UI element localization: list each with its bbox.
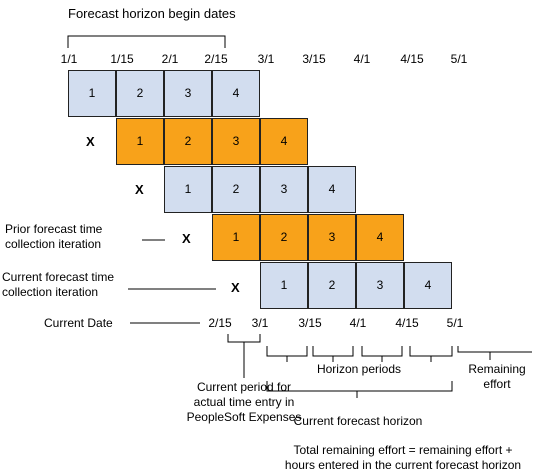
begin-dates-bracket: [67, 35, 226, 48]
top-date-label: 2/15: [204, 52, 228, 66]
current-date-label: Current Date: [44, 316, 113, 330]
top-date-label: 1/15: [110, 52, 134, 66]
period-cell: 4: [356, 214, 404, 261]
horizon-period-bracket-2: [312, 346, 354, 357]
period-cell: 1: [164, 166, 212, 213]
current-date-value: 5/1: [446, 316, 464, 330]
prior-forecast-label-line1: Prior forecast time: [5, 222, 103, 236]
current-date-value: 4/1: [349, 316, 367, 330]
period-cell: 4: [308, 166, 356, 213]
period-cell: 3: [260, 166, 308, 213]
begin-dates-title: Forecast horizon begin dates: [68, 6, 236, 21]
period-cell: 2: [116, 70, 164, 117]
period-cell: 4: [212, 70, 260, 117]
period-cell: 1: [68, 70, 116, 117]
top-date-label: 4/1: [353, 52, 371, 66]
horizon-period-bracket-1: [266, 346, 308, 357]
period-cell: 1: [260, 262, 308, 309]
remaining-effort-bracket: [457, 346, 532, 353]
current-forecast-label-line1: Current forecast time: [2, 270, 115, 284]
top-date-label: 3/15: [302, 52, 326, 66]
total-remaining-note-line2: hours entered in the current forecast ho…: [284, 458, 522, 472]
remaining-effort-line2: effort: [483, 377, 511, 391]
top-date-label: 1/1: [60, 52, 78, 66]
x-marker: X: [231, 280, 240, 295]
period-cell: 2: [212, 166, 260, 213]
period-cell: 3: [164, 70, 212, 117]
period-cell: 3: [308, 214, 356, 261]
current-forecast-horizon-label: Current forecast horizon: [293, 414, 423, 428]
remaining-effort-line1: Remaining: [468, 362, 526, 376]
period-cell: 2: [260, 214, 308, 261]
period-cell: 2: [308, 262, 356, 309]
period-cell: 4: [260, 118, 308, 165]
current-period-note-line2: actual time entry in: [193, 395, 295, 409]
current-forecast-label-line2: collection iteration: [2, 285, 99, 299]
top-date-label: 2/1: [161, 52, 179, 66]
x-marker: X: [182, 231, 191, 246]
top-date-label: 3/1: [257, 52, 275, 66]
horizon-period-bracket-3: [361, 346, 403, 357]
current-date-value: 4/15: [395, 316, 419, 330]
total-remaining-note-line1: Total remaining effort = remaining effor…: [293, 443, 513, 457]
current-period-bracket: [227, 334, 261, 343]
top-date-label: 4/15: [400, 52, 424, 66]
horizon-period-bracket-4: [409, 346, 453, 357]
period-cell: 1: [116, 118, 164, 165]
current-date-value: 2/15: [208, 316, 232, 330]
period-cell: 4: [404, 262, 452, 309]
prior-forecast-label-line2: collection iteration: [5, 237, 102, 251]
top-date-label: 5/1: [450, 52, 468, 66]
period-cell: 3: [212, 118, 260, 165]
current-date-value: 3/1: [251, 316, 269, 330]
period-cell: 1: [212, 214, 260, 261]
current-period-note-line1: Current period for: [196, 380, 292, 394]
current-period-note-line3: PeopleSoft Expenses: [186, 410, 302, 424]
period-cell: 2: [164, 118, 212, 165]
x-marker: X: [86, 134, 95, 149]
current-forecast-horizon-bracket: [266, 381, 453, 392]
x-marker: X: [135, 182, 144, 197]
horizon-periods-label: Horizon periods: [316, 362, 402, 376]
current-date-value: 3/15: [298, 316, 322, 330]
period-cell: 3: [356, 262, 404, 309]
